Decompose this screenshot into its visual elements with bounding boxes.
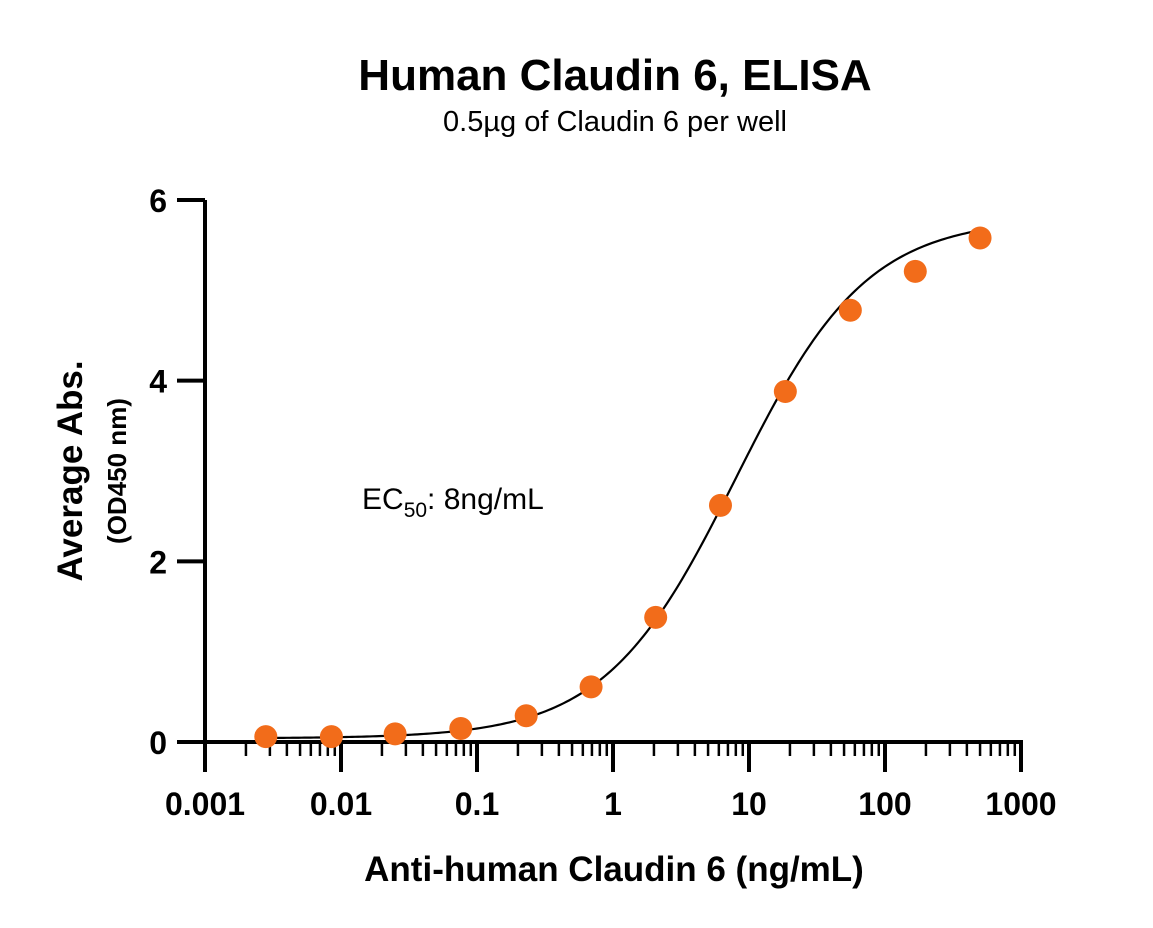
data-point (838, 298, 862, 322)
x-tick-label: 0.001 (165, 786, 245, 822)
data-point (254, 725, 278, 749)
data-point (319, 725, 343, 749)
x-tick-label: 10 (731, 786, 767, 822)
chart-subtitle: 0.5µg of Claudin 6 per well (443, 106, 787, 138)
data-point (903, 259, 927, 283)
data-point (968, 226, 992, 250)
x-ticks: 0.001 0.01 0.1 1 10 100 1000 (165, 742, 1057, 822)
x-tick-label: 0.1 (455, 786, 499, 822)
ec50-subscript: 50 (404, 499, 427, 522)
x-tick-label: 1 (604, 786, 622, 822)
data-point (579, 675, 603, 699)
x-tick-label: 0.01 (310, 786, 372, 822)
y-tick-label: 6 (149, 183, 167, 219)
chart-title: Human Claudin 6, ELISA (358, 51, 871, 100)
data-point (383, 722, 407, 746)
y-ticks: 0 2 4 6 (149, 183, 205, 761)
data-point (708, 493, 732, 517)
ec50-prefix: EC (362, 483, 404, 516)
data-point (644, 605, 668, 629)
ec50-value: : 8ng/mL (427, 483, 544, 516)
y-tick-label: 4 (149, 364, 167, 400)
data-point (773, 380, 797, 404)
ec50-annotation: EC50: 8ng/mL (362, 483, 544, 522)
data-point (514, 704, 538, 728)
y-tick-label: 0 (149, 725, 167, 761)
y-tick-label: 2 (149, 544, 167, 580)
x-tick-label: 1000 (985, 786, 1056, 822)
data-points (254, 226, 992, 749)
x-axis-title: Anti-human Claudin 6 (ng/mL) (364, 850, 864, 889)
data-point (449, 716, 473, 740)
axes (203, 200, 1023, 744)
y-axis-subtitle: (OD450 nm) (102, 398, 132, 544)
y-axis-title: Average Abs. (51, 360, 90, 581)
x-tick-label: 100 (858, 786, 911, 822)
